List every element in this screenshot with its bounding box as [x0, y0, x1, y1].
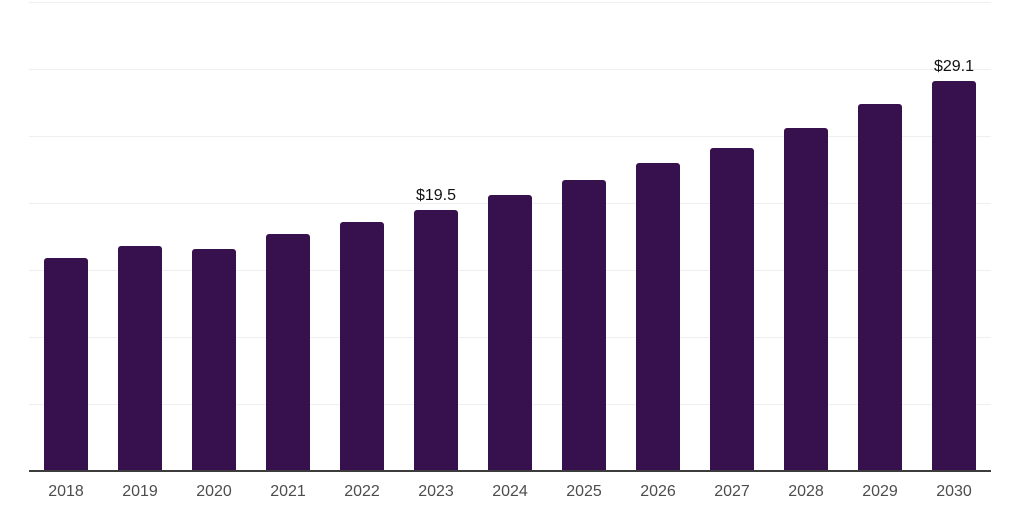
bar-2027: [710, 148, 754, 471]
x-tick-2021: 2021: [270, 483, 306, 500]
x-axis-tick-labels: 2018 2019 2020 2021 2022 2023 2024 2025 2026 2027…: [29, 471, 991, 512]
gridline-30: [29, 68, 991, 70]
bar-2025: [562, 180, 606, 471]
bar-2018: [44, 257, 88, 471]
bar-2026: [636, 162, 680, 471]
x-tick-2023: 2023: [418, 483, 454, 500]
x-tick-2019: 2019: [122, 483, 158, 500]
gridline-35: [29, 1, 991, 3]
bar-2023: [414, 209, 458, 471]
bar-2021: [266, 233, 310, 471]
bar-2029: [858, 103, 902, 471]
x-tick-2027: 2027: [714, 483, 750, 500]
x-tick-2018: 2018: [48, 483, 84, 500]
data-label-2023: $19.5: [415, 186, 457, 204]
x-tick-2029: 2029: [862, 483, 898, 500]
bar-2020: [192, 248, 236, 471]
x-tick-2025: 2025: [566, 483, 602, 500]
x-axis-line: [29, 470, 991, 472]
x-tick-2026: 2026: [640, 483, 676, 500]
bar-2019: [118, 245, 162, 471]
bar-2022: [340, 221, 384, 471]
x-tick-2030: 2030: [936, 483, 972, 500]
data-label-2030: $29.1: [933, 58, 975, 76]
gridline-25: [29, 135, 991, 137]
bar-2028: [784, 127, 828, 471]
x-tick-2024: 2024: [492, 483, 528, 500]
x-tick-2028: 2028: [788, 483, 824, 500]
x-tick-2020: 2020: [196, 483, 232, 500]
x-tick-2022: 2022: [344, 483, 380, 500]
plot-area: $19.5 $29.1: [29, 0, 991, 472]
bar-2024: [488, 194, 532, 471]
bar-2030: [932, 81, 976, 471]
